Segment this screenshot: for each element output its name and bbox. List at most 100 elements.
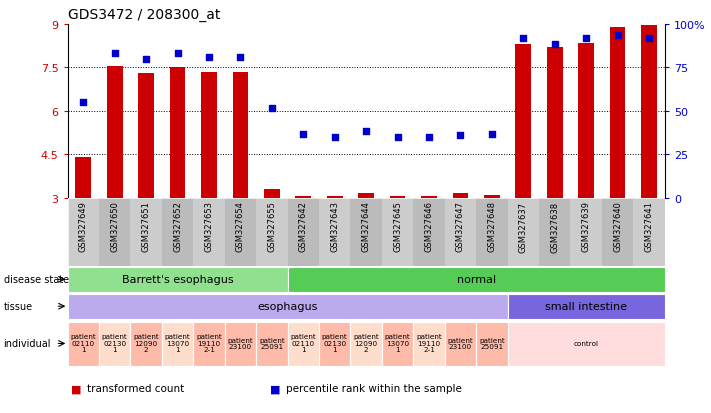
Bar — [225, 322, 256, 366]
Text: patient
02110
1: patient 02110 1 — [70, 334, 96, 352]
Bar — [484, 195, 500, 198]
Bar — [508, 294, 665, 319]
Point — [518, 36, 529, 43]
Bar — [578, 44, 594, 198]
Text: patient
23100: patient 23100 — [448, 337, 474, 349]
Text: GSM327638: GSM327638 — [550, 201, 560, 252]
Bar — [287, 322, 319, 366]
Bar — [68, 294, 508, 319]
Text: small intestine: small intestine — [545, 301, 627, 311]
Bar — [99, 322, 130, 366]
Bar — [382, 322, 413, 366]
Bar — [508, 322, 665, 366]
Text: transformed count: transformed count — [87, 383, 184, 393]
Bar — [476, 322, 508, 366]
Bar — [634, 198, 665, 266]
Text: tissue: tissue — [4, 301, 33, 311]
Point — [486, 131, 498, 138]
Text: ■: ■ — [270, 383, 281, 393]
Text: disease state: disease state — [4, 275, 69, 285]
Bar — [256, 322, 287, 366]
Text: GSM327654: GSM327654 — [236, 201, 245, 252]
Bar — [264, 190, 279, 198]
Bar — [390, 197, 405, 198]
Text: esophagus: esophagus — [257, 301, 318, 311]
Point — [109, 50, 120, 57]
Bar — [641, 26, 657, 198]
Bar — [287, 198, 319, 266]
Text: GSM327652: GSM327652 — [173, 201, 182, 252]
Text: GSM327645: GSM327645 — [393, 201, 402, 252]
Point — [643, 36, 655, 43]
Bar — [358, 194, 374, 198]
Point — [141, 56, 152, 63]
Bar — [351, 198, 382, 266]
Text: GSM327651: GSM327651 — [141, 201, 151, 252]
Bar — [287, 268, 665, 292]
Text: GDS3472 / 208300_at: GDS3472 / 208300_at — [68, 8, 220, 22]
Bar — [256, 198, 287, 266]
Point — [580, 36, 592, 43]
Bar — [610, 28, 626, 198]
Bar — [225, 198, 256, 266]
Text: patient
12090
2: patient 12090 2 — [133, 334, 159, 352]
Text: patient
12090
2: patient 12090 2 — [353, 334, 379, 352]
Point — [266, 105, 277, 112]
Text: normal: normal — [456, 274, 496, 284]
Text: GSM327646: GSM327646 — [424, 201, 434, 252]
Text: patient
25091: patient 25091 — [479, 337, 505, 349]
Text: patient
23100: patient 23100 — [228, 337, 253, 349]
Bar — [539, 198, 570, 266]
Text: GSM327642: GSM327642 — [299, 201, 308, 252]
Point — [203, 55, 215, 62]
Text: individual: individual — [4, 339, 51, 349]
Text: percentile rank within the sample: percentile rank within the sample — [286, 383, 461, 393]
Bar — [193, 198, 225, 266]
Bar — [68, 198, 99, 266]
Bar — [68, 322, 99, 366]
Bar — [413, 198, 445, 266]
Text: ■: ■ — [71, 383, 82, 393]
Text: patient
19110
2-1: patient 19110 2-1 — [416, 334, 442, 352]
Bar — [107, 67, 122, 198]
Text: GSM327637: GSM327637 — [519, 201, 528, 252]
Text: GSM327641: GSM327641 — [645, 201, 653, 252]
Text: patient
02130
1: patient 02130 1 — [102, 334, 127, 352]
Bar — [130, 198, 162, 266]
Bar — [170, 68, 186, 198]
Bar — [162, 322, 193, 366]
Point — [77, 100, 89, 106]
Text: control: control — [574, 340, 599, 346]
Bar — [445, 322, 476, 366]
Text: patient
02130
1: patient 02130 1 — [322, 334, 348, 352]
Text: patient
19110
2-1: patient 19110 2-1 — [196, 334, 222, 352]
Bar — [382, 198, 413, 266]
Bar — [68, 268, 287, 292]
Bar — [193, 322, 225, 366]
Point — [423, 134, 434, 141]
Bar — [508, 198, 539, 266]
Text: GSM327639: GSM327639 — [582, 201, 591, 252]
Point — [360, 128, 372, 135]
Point — [549, 42, 560, 48]
Bar — [130, 322, 162, 366]
Bar — [602, 198, 634, 266]
Bar — [445, 198, 476, 266]
Text: GSM327655: GSM327655 — [267, 201, 277, 252]
Point — [455, 133, 466, 139]
Text: GSM327650: GSM327650 — [110, 201, 119, 252]
Point — [612, 33, 624, 40]
Text: patient
25091: patient 25091 — [259, 337, 284, 349]
Text: GSM327649: GSM327649 — [79, 201, 87, 252]
Point — [329, 134, 341, 141]
Bar — [99, 198, 130, 266]
Point — [172, 50, 183, 57]
Bar — [75, 158, 91, 198]
Text: GSM327644: GSM327644 — [362, 201, 370, 252]
Bar — [547, 48, 562, 198]
Bar — [515, 45, 531, 198]
Bar — [570, 198, 602, 266]
Point — [298, 131, 309, 138]
Bar — [138, 74, 154, 198]
Bar — [296, 197, 311, 198]
